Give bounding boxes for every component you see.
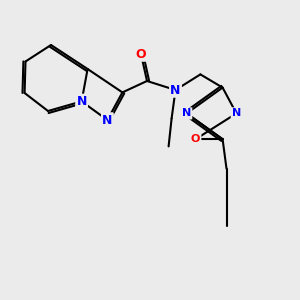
Text: O: O — [191, 134, 200, 144]
Text: O: O — [136, 47, 146, 61]
Text: N: N — [102, 113, 112, 127]
Text: N: N — [182, 108, 191, 118]
Text: N: N — [170, 83, 181, 97]
Text: N: N — [232, 108, 241, 118]
Text: N: N — [76, 95, 87, 108]
